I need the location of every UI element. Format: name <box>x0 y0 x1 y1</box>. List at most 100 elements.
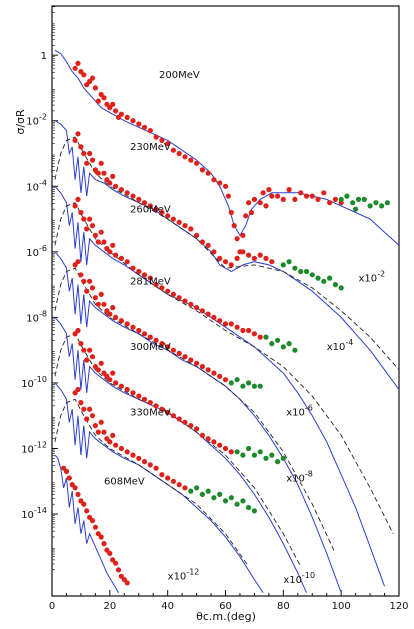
data-point-green <box>280 455 286 461</box>
fit-curve-solid <box>54 185 385 587</box>
data-point-red <box>124 114 130 120</box>
x-tick-label: 0 <box>49 601 55 612</box>
data-point-red <box>327 200 333 206</box>
data-point-red <box>211 249 217 255</box>
energy-label: 200MeV <box>159 70 200 81</box>
data-point-red <box>72 65 78 71</box>
x-axis-label: θc.m.(deg) <box>196 610 256 623</box>
data-point-green <box>240 452 246 458</box>
energy-label: 300MeV <box>130 342 171 353</box>
data-point-red <box>107 550 113 557</box>
data-point-red <box>101 301 107 307</box>
data-point-red <box>222 445 229 452</box>
data-point-red <box>315 196 321 202</box>
data-point-red <box>176 295 182 301</box>
x-tick-label: 80 <box>277 601 290 612</box>
data-point-green <box>361 196 367 202</box>
data-point-red <box>153 206 159 212</box>
data-point-red <box>217 180 223 186</box>
data-point-red <box>332 196 338 202</box>
data-point-red <box>124 580 130 586</box>
data-point-red <box>217 318 223 324</box>
data-points <box>61 60 390 586</box>
data-point-red <box>113 108 119 114</box>
data-point-green <box>263 334 269 340</box>
data-point-red <box>309 193 315 199</box>
data-point-red <box>95 239 101 245</box>
data-point-red <box>92 524 98 530</box>
data-point-red <box>107 439 113 445</box>
data-point-red <box>81 501 87 507</box>
data-point-red <box>113 314 119 320</box>
data-point-red <box>231 223 237 229</box>
data-point-red <box>110 173 116 179</box>
data-point-red <box>75 259 81 265</box>
x-tick-label: 120 <box>389 601 408 612</box>
energy-label: 230MeV <box>130 142 171 153</box>
x-tick-label: 20 <box>103 601 116 612</box>
data-point-red <box>194 305 200 311</box>
energy-label: 281MeV <box>130 277 171 288</box>
data-point-red <box>84 416 90 422</box>
data-point-red <box>243 213 249 219</box>
data-point-red <box>170 478 176 484</box>
data-point-red <box>159 341 165 347</box>
data-point-green <box>269 341 275 347</box>
scale-factor-label: x10-4 <box>327 338 354 353</box>
data-point-red <box>101 429 107 435</box>
data-point-red <box>101 95 107 101</box>
data-point-red <box>130 452 136 458</box>
data-point-red <box>159 137 165 143</box>
data-point-green <box>240 383 246 389</box>
y-tick-label: 10-10 <box>21 375 47 390</box>
data-point-green <box>338 196 344 202</box>
data-point-red <box>81 278 87 284</box>
data-point-red <box>81 216 87 222</box>
data-point-green <box>205 488 211 494</box>
data-point-red <box>101 239 107 245</box>
data-point-green <box>355 196 362 202</box>
data-point-red <box>199 364 205 370</box>
data-point-red <box>84 288 90 294</box>
data-point-red <box>98 229 104 235</box>
data-point-red <box>130 265 136 271</box>
fit-curve-solid <box>54 454 119 593</box>
data-point-red <box>107 180 113 186</box>
data-point-red <box>228 262 234 268</box>
data-point-red <box>115 567 122 573</box>
data-point-green <box>379 203 385 209</box>
data-point-red <box>101 170 107 176</box>
data-point-red <box>118 111 124 117</box>
data-point-green <box>275 337 281 343</box>
scale-factor-label: x10-6 <box>286 404 313 419</box>
data-point-red <box>228 209 234 216</box>
data-point-red <box>170 413 176 419</box>
data-point-red <box>118 383 124 389</box>
data-point-green <box>309 272 315 278</box>
data-point-red <box>211 370 217 376</box>
data-point-red <box>194 426 200 432</box>
data-point-red <box>110 242 116 248</box>
data-point-red <box>124 259 130 265</box>
data-point-red <box>165 141 171 147</box>
data-point-red <box>153 337 159 343</box>
data-point-red <box>81 347 87 353</box>
data-point-red <box>87 216 93 222</box>
data-point-red <box>234 255 240 261</box>
data-point-red <box>225 193 231 199</box>
data-point-red <box>81 406 87 412</box>
data-point-green <box>298 268 304 275</box>
data-point-red <box>222 259 229 265</box>
data-point-red <box>136 327 142 334</box>
data-point-red <box>75 491 81 497</box>
data-point-red <box>165 409 171 415</box>
data-point-red <box>110 370 116 376</box>
data-point-red <box>78 144 84 150</box>
data-point-red <box>176 219 182 225</box>
data-point-red <box>81 150 87 157</box>
data-point-red <box>66 475 72 481</box>
data-point-green <box>344 193 350 199</box>
data-point-red <box>222 377 229 383</box>
fit-curves <box>54 49 400 593</box>
